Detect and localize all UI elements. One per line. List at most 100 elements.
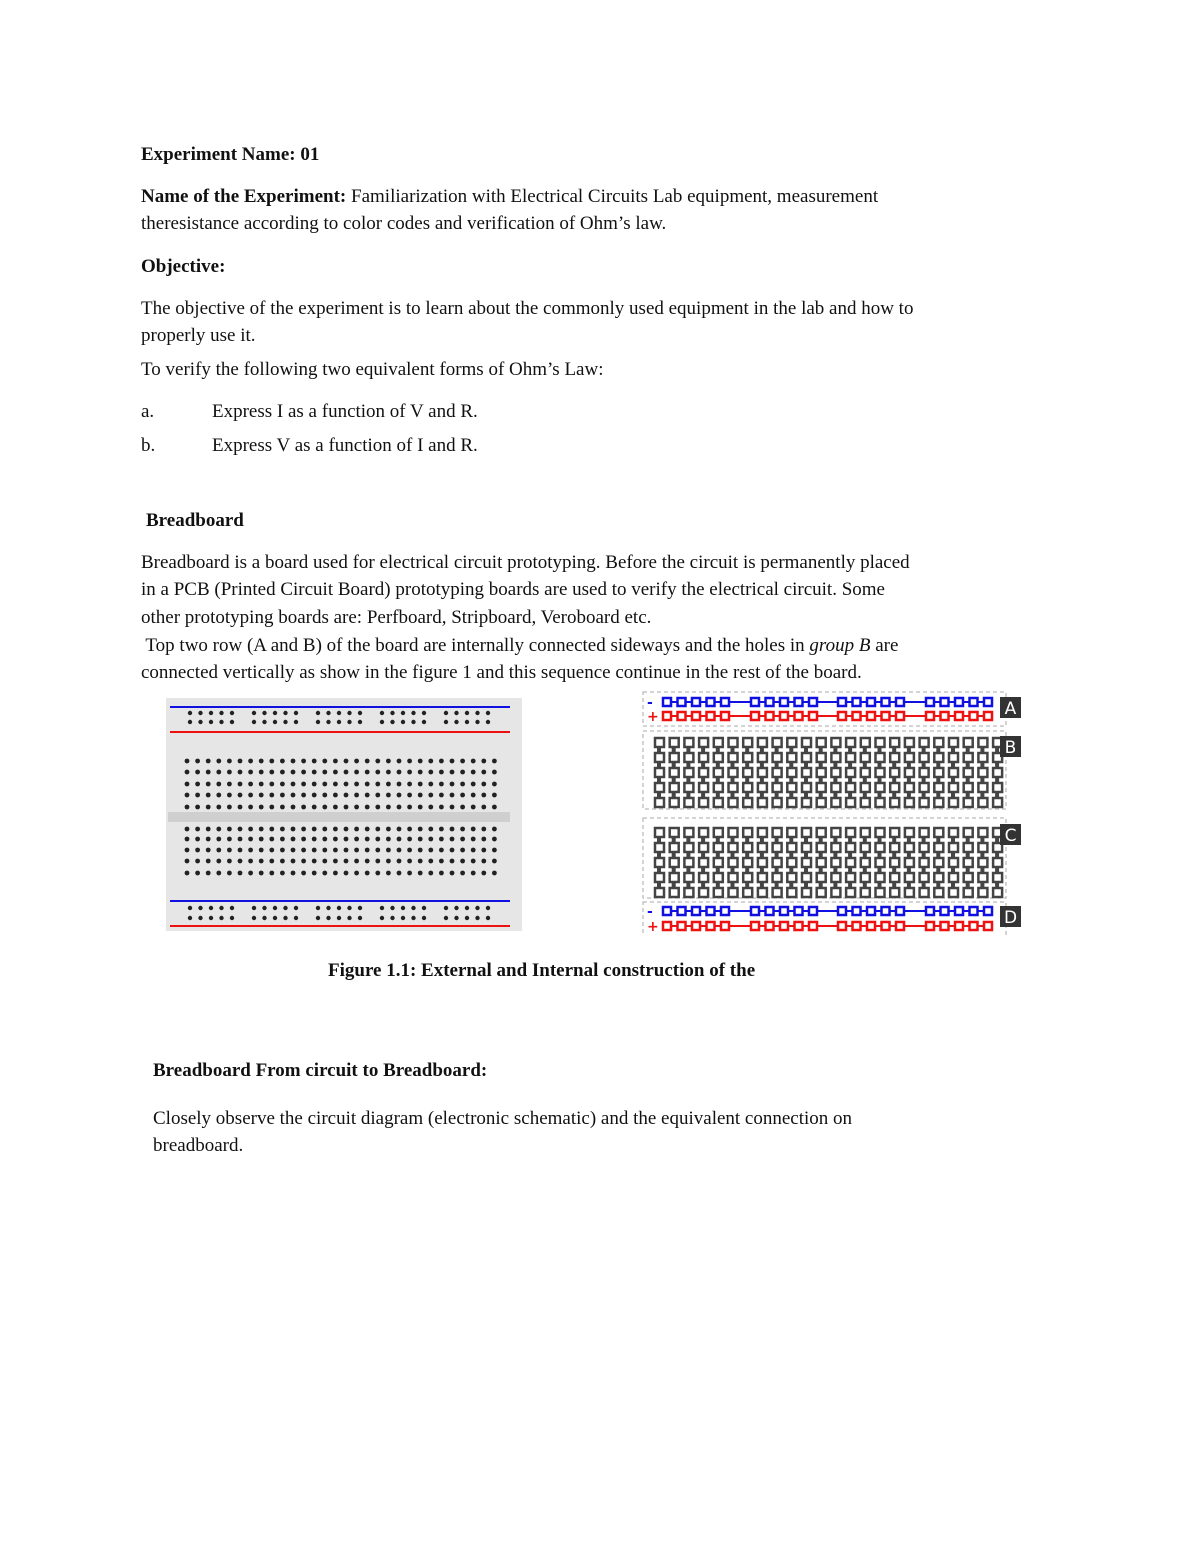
rail-hole <box>807 696 819 708</box>
hole <box>407 792 412 798</box>
strip-hole <box>697 871 710 884</box>
hole <box>470 769 476 775</box>
hole <box>227 804 232 810</box>
strip-hole <box>888 766 901 779</box>
hole <box>290 758 296 764</box>
strip-hole <box>903 826 916 839</box>
strip-hole <box>668 856 680 869</box>
rail-hole <box>807 710 819 722</box>
strip-hole <box>991 871 1004 884</box>
strip-hole <box>786 841 798 854</box>
strip-hole <box>874 826 886 839</box>
hole <box>216 847 222 853</box>
section-border <box>642 730 1007 810</box>
label: Experiment Name: <box>141 144 296 165</box>
hole <box>262 719 267 725</box>
hole <box>417 781 423 787</box>
strip-hole <box>859 796 872 809</box>
strip-hole <box>962 781 974 794</box>
strip-hole <box>933 736 945 749</box>
hole <box>195 769 200 775</box>
hole <box>283 915 288 921</box>
strip-hole <box>844 736 857 749</box>
strip-hole <box>756 751 769 764</box>
strip-hole <box>697 781 710 794</box>
strip-hole <box>815 886 827 899</box>
hole <box>195 847 200 853</box>
strip-hole <box>918 781 930 794</box>
strip-hole <box>874 781 886 794</box>
hole <box>396 792 402 798</box>
hole <box>237 847 243 853</box>
strip-hole <box>771 796 783 809</box>
hole <box>492 769 497 775</box>
strip-hole <box>756 766 769 779</box>
strip-hole <box>653 736 666 749</box>
objective-text: properly use it. <box>141 325 256 346</box>
hole <box>417 870 423 876</box>
strip-hole <box>727 871 739 884</box>
rail-hole <box>764 905 775 917</box>
strip-hole <box>947 751 960 764</box>
rail-hole <box>836 905 848 917</box>
strip-hole <box>830 826 842 839</box>
hole <box>460 758 465 764</box>
hole <box>492 847 497 853</box>
strip-hole <box>991 781 1004 794</box>
rail-hole <box>851 920 862 932</box>
rail-hole <box>953 920 965 932</box>
rail-hole <box>865 905 877 917</box>
strip-hole <box>683 856 695 869</box>
objective-heading: Objective: <box>141 256 226 277</box>
hole <box>227 836 232 842</box>
hole <box>375 781 381 787</box>
strip-hole <box>668 871 680 884</box>
hole <box>229 719 235 725</box>
strip-hole <box>771 751 783 764</box>
strip-hole <box>786 826 798 839</box>
strip-hole <box>786 736 798 749</box>
hole <box>315 915 321 921</box>
strip-hole <box>962 886 974 899</box>
rail-hole <box>807 920 819 932</box>
hole <box>205 836 211 842</box>
hole <box>364 781 370 787</box>
hole <box>237 858 243 864</box>
strip-hole <box>668 751 680 764</box>
strip-hole <box>991 841 1004 854</box>
hole <box>390 719 395 725</box>
hole <box>379 915 385 921</box>
rail-hole <box>661 905 673 917</box>
hole <box>280 781 285 787</box>
hole <box>470 870 476 876</box>
rail-hole <box>939 696 950 708</box>
strip-hole <box>888 841 901 854</box>
hole <box>407 858 412 864</box>
hole <box>460 804 465 810</box>
strip-hole <box>859 751 872 764</box>
hole <box>354 870 359 876</box>
hole <box>364 836 370 842</box>
hole <box>290 792 296 798</box>
hole <box>481 826 487 832</box>
hole <box>439 781 444 787</box>
hole <box>322 804 328 810</box>
hole <box>343 847 349 853</box>
strip-hole <box>727 736 739 749</box>
rail-sign: - <box>647 695 653 711</box>
hole <box>428 870 434 876</box>
hole <box>290 870 296 876</box>
strip-hole <box>888 826 901 839</box>
strip-hole <box>888 781 901 794</box>
strip-hole <box>668 766 680 779</box>
strip-hole <box>771 871 783 884</box>
hole <box>454 710 459 716</box>
hole <box>216 836 222 842</box>
hole <box>258 858 264 864</box>
hole <box>293 915 299 921</box>
strip-hole <box>903 886 916 899</box>
hole <box>375 858 381 864</box>
rail-hole <box>968 920 979 932</box>
hole <box>301 847 306 853</box>
strip-hole <box>903 736 916 749</box>
